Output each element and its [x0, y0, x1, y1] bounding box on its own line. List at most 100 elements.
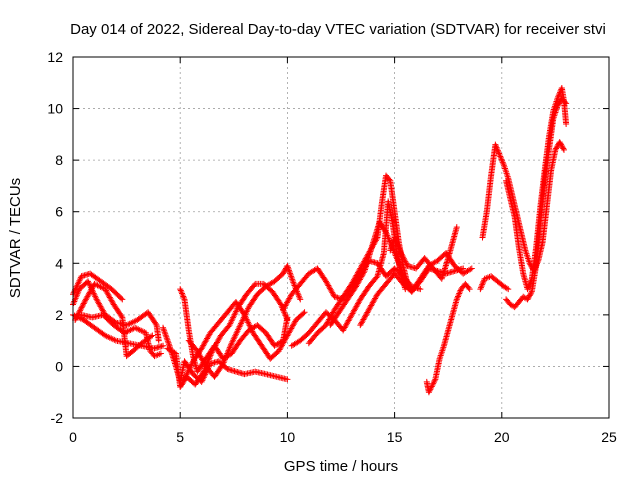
- y-tick-label: 12: [47, 49, 63, 65]
- data-point: [297, 296, 304, 303]
- data-point: [82, 297, 89, 304]
- y-tick-labels: -2 0 2 4 6 8 10 12: [47, 49, 63, 426]
- data-point: [477, 284, 484, 291]
- data-point: [80, 300, 87, 307]
- data-point: [77, 307, 84, 314]
- data-point: [479, 281, 486, 288]
- series-track-17: [423, 280, 473, 396]
- data-point: [428, 383, 435, 390]
- data-point: [560, 145, 567, 152]
- data-point: [478, 283, 485, 290]
- x-tick-label: 25: [601, 429, 617, 445]
- data-point: [74, 312, 81, 319]
- data-point: [456, 290, 463, 297]
- data-point: [492, 141, 499, 148]
- axis-ticks: [72, 56, 610, 419]
- data-point: [219, 362, 226, 369]
- data-point: [178, 289, 185, 296]
- data-point: [493, 144, 500, 151]
- data-point: [562, 99, 569, 106]
- data-markers: [70, 84, 570, 396]
- data-point: [559, 144, 566, 151]
- data-point: [453, 296, 460, 303]
- data-point: [430, 379, 437, 386]
- data-point: [563, 121, 570, 128]
- y-tick-label: 2: [55, 307, 63, 323]
- data-point: [466, 286, 473, 293]
- data-point: [555, 92, 562, 99]
- x-tick-label: 20: [494, 429, 510, 445]
- data-point: [430, 380, 437, 387]
- data-point: [281, 268, 288, 275]
- data-point: [492, 143, 499, 150]
- data-point: [499, 159, 506, 166]
- data-point: [425, 389, 432, 396]
- data-point: [118, 295, 125, 302]
- data-point: [220, 359, 227, 366]
- data-point: [399, 252, 406, 259]
- data-point: [499, 157, 506, 164]
- data-point: [557, 140, 564, 147]
- data-point: [525, 283, 532, 290]
- x-tick-label: 5: [176, 429, 184, 445]
- data-point: [223, 353, 230, 360]
- data-point: [77, 306, 84, 313]
- data-point: [403, 259, 410, 266]
- data-point: [526, 281, 533, 288]
- data-point: [429, 382, 436, 389]
- x-tick-labels: 0 5 10 15 20 25: [69, 429, 617, 445]
- data-point: [558, 142, 565, 149]
- x-tick-label: 0: [69, 429, 77, 445]
- data-point: [221, 357, 228, 364]
- data-point: [524, 286, 531, 293]
- data-point: [79, 303, 86, 310]
- data-point: [177, 287, 184, 294]
- y-tick-label: 8: [55, 152, 63, 168]
- data-point: [225, 347, 232, 354]
- data-point: [528, 289, 535, 296]
- y-tick-label: 6: [55, 204, 63, 220]
- data-point: [177, 286, 184, 293]
- data-point: [222, 354, 229, 361]
- data-point: [496, 151, 503, 158]
- data-point: [524, 296, 531, 303]
- data-point: [480, 278, 487, 285]
- data-point: [453, 224, 460, 231]
- data-point: [157, 350, 164, 357]
- data-point: [428, 384, 435, 391]
- data-point: [224, 350, 231, 357]
- data-point: [553, 145, 560, 152]
- data-point: [402, 258, 409, 265]
- x-tick-label: 10: [280, 429, 296, 445]
- series-track-16: [387, 224, 460, 282]
- data-point: [400, 255, 407, 262]
- grid-lines: [73, 57, 609, 418]
- data-point: [555, 100, 562, 107]
- data-point: [398, 249, 405, 256]
- data-point: [76, 308, 83, 315]
- data-point: [527, 291, 534, 298]
- data-point: [155, 337, 162, 344]
- data-point: [525, 293, 532, 300]
- data-point: [400, 254, 407, 261]
- data-point: [455, 293, 462, 300]
- data-point: [81, 299, 88, 306]
- data-point: [431, 377, 438, 384]
- series-track-19: [479, 139, 567, 275]
- x-tick-label: 15: [387, 429, 403, 445]
- data-point: [251, 282, 258, 289]
- data-point: [179, 291, 186, 298]
- data-point: [73, 314, 80, 321]
- data-point: [494, 146, 501, 153]
- data-point: [75, 311, 82, 318]
- data-point: [426, 387, 433, 394]
- data-point: [554, 102, 561, 109]
- data-point: [226, 344, 233, 351]
- data-point: [525, 284, 532, 291]
- series-track-10: [185, 262, 304, 380]
- data-point: [226, 346, 233, 353]
- data-point: [526, 292, 533, 299]
- data-point: [503, 285, 510, 292]
- data-point: [280, 270, 287, 277]
